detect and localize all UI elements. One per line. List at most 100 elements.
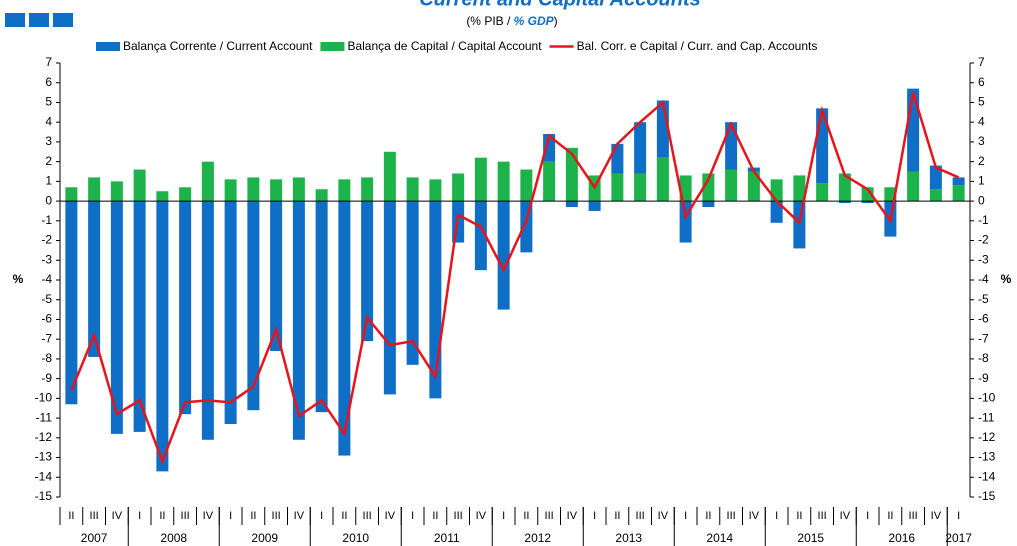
y-tick-label: 3 <box>978 134 985 148</box>
y-tick-label: -7 <box>41 331 52 345</box>
legend-label: Balança Corrente / Current Account <box>123 39 313 53</box>
x-tick-label: I <box>957 510 960 522</box>
x-tick-label: III <box>181 510 190 522</box>
bar <box>656 157 669 202</box>
bar <box>770 179 783 202</box>
y-tick-label: 5 <box>45 95 52 109</box>
y-tick-label: -1 <box>978 213 989 227</box>
x-tick-label: II <box>614 510 620 522</box>
bar <box>361 201 374 342</box>
bar <box>179 187 192 202</box>
y-tick-label: 1 <box>978 174 985 188</box>
y-tick-label: -15 <box>35 489 53 503</box>
bar <box>292 201 305 440</box>
bar <box>452 173 465 202</box>
bar <box>315 189 328 202</box>
bar <box>224 201 237 425</box>
y-tick-label: -10 <box>35 391 53 405</box>
year-label: 2007 <box>81 531 108 545</box>
x-tick-label: IV <box>203 510 214 522</box>
y-tick-label: -3 <box>978 252 989 266</box>
bar <box>247 177 260 202</box>
x-tick-label: III <box>636 510 645 522</box>
y-tick-label: -13 <box>35 450 53 464</box>
y-tick-label: 2 <box>978 154 985 168</box>
y-axis-label: % <box>13 272 24 286</box>
bar <box>702 201 715 208</box>
bar <box>907 88 920 172</box>
y-tick-label: -7 <box>978 331 989 345</box>
year-label: 2016 <box>888 531 915 545</box>
y-tick-label: -5 <box>978 292 989 306</box>
year-label: 2010 <box>342 531 369 545</box>
bar <box>543 161 556 202</box>
bar <box>110 201 123 434</box>
y-tick-label: 0 <box>45 193 52 207</box>
year-label: 2017 <box>945 531 972 545</box>
y-tick-label: 4 <box>45 114 52 128</box>
y-tick-label: 6 <box>45 75 52 89</box>
bar <box>338 179 351 202</box>
y-tick-label: -5 <box>41 292 52 306</box>
bar <box>565 201 578 208</box>
bar <box>88 201 101 357</box>
x-tick-label: IV <box>749 510 760 522</box>
bar <box>611 143 624 174</box>
bar <box>565 147 578 202</box>
subtitle-part: ) <box>554 14 558 28</box>
logo-block <box>53 13 73 27</box>
y-tick-label: -6 <box>978 312 989 326</box>
bar <box>406 201 419 365</box>
y-tick-label: -11 <box>978 410 995 424</box>
x-tick-label: III <box>545 510 554 522</box>
bar <box>179 201 192 415</box>
x-tick-label: II <box>68 510 74 522</box>
y-tick-label: 7 <box>978 55 985 69</box>
x-tick-label: II <box>341 510 347 522</box>
y-tick-label: -4 <box>978 272 989 286</box>
y-tick-label: -9 <box>978 371 989 385</box>
x-tick-label: III <box>363 510 372 522</box>
x-tick-label: IV <box>112 510 123 522</box>
year-label: 2011 <box>434 531 460 545</box>
bar <box>588 201 601 211</box>
year-label: 2008 <box>160 531 187 545</box>
bar <box>929 165 942 190</box>
x-tick-label: II <box>523 510 529 522</box>
bar <box>702 173 715 202</box>
y-tick-label: 3 <box>45 134 52 148</box>
x-tick-label: II <box>796 510 802 522</box>
x-tick-label: III <box>272 510 281 522</box>
year-label: 2009 <box>251 531 278 545</box>
bar <box>406 177 419 202</box>
bar <box>725 122 738 170</box>
y-tick-label: -13 <box>978 450 996 464</box>
y-tick-label: -4 <box>41 272 52 286</box>
bar <box>929 189 942 202</box>
bar <box>793 175 806 202</box>
bar <box>497 201 510 310</box>
bar <box>474 201 487 271</box>
bar <box>65 201 78 405</box>
bar <box>201 201 214 440</box>
bar <box>133 169 146 202</box>
bar <box>315 201 328 413</box>
y-tick-label: -14 <box>35 469 53 483</box>
bar <box>270 179 283 202</box>
x-tick-label: III <box>818 510 827 522</box>
bar <box>201 161 214 202</box>
x-tick-label: IV <box>385 510 396 522</box>
y-tick-label: -6 <box>41 312 52 326</box>
x-tick-label: I <box>502 510 505 522</box>
x-tick-label: II <box>159 510 165 522</box>
year-label: 2012 <box>524 531 551 545</box>
y-tick-label: -3 <box>41 252 52 266</box>
year-label: 2013 <box>615 531 642 545</box>
x-tick-label: I <box>866 510 869 522</box>
bar <box>474 157 487 202</box>
x-tick-label: II <box>887 510 893 522</box>
bar <box>838 173 851 202</box>
y-tick-label: -12 <box>978 430 996 444</box>
x-tick-label: I <box>775 510 778 522</box>
y-tick-label: -14 <box>978 469 996 483</box>
